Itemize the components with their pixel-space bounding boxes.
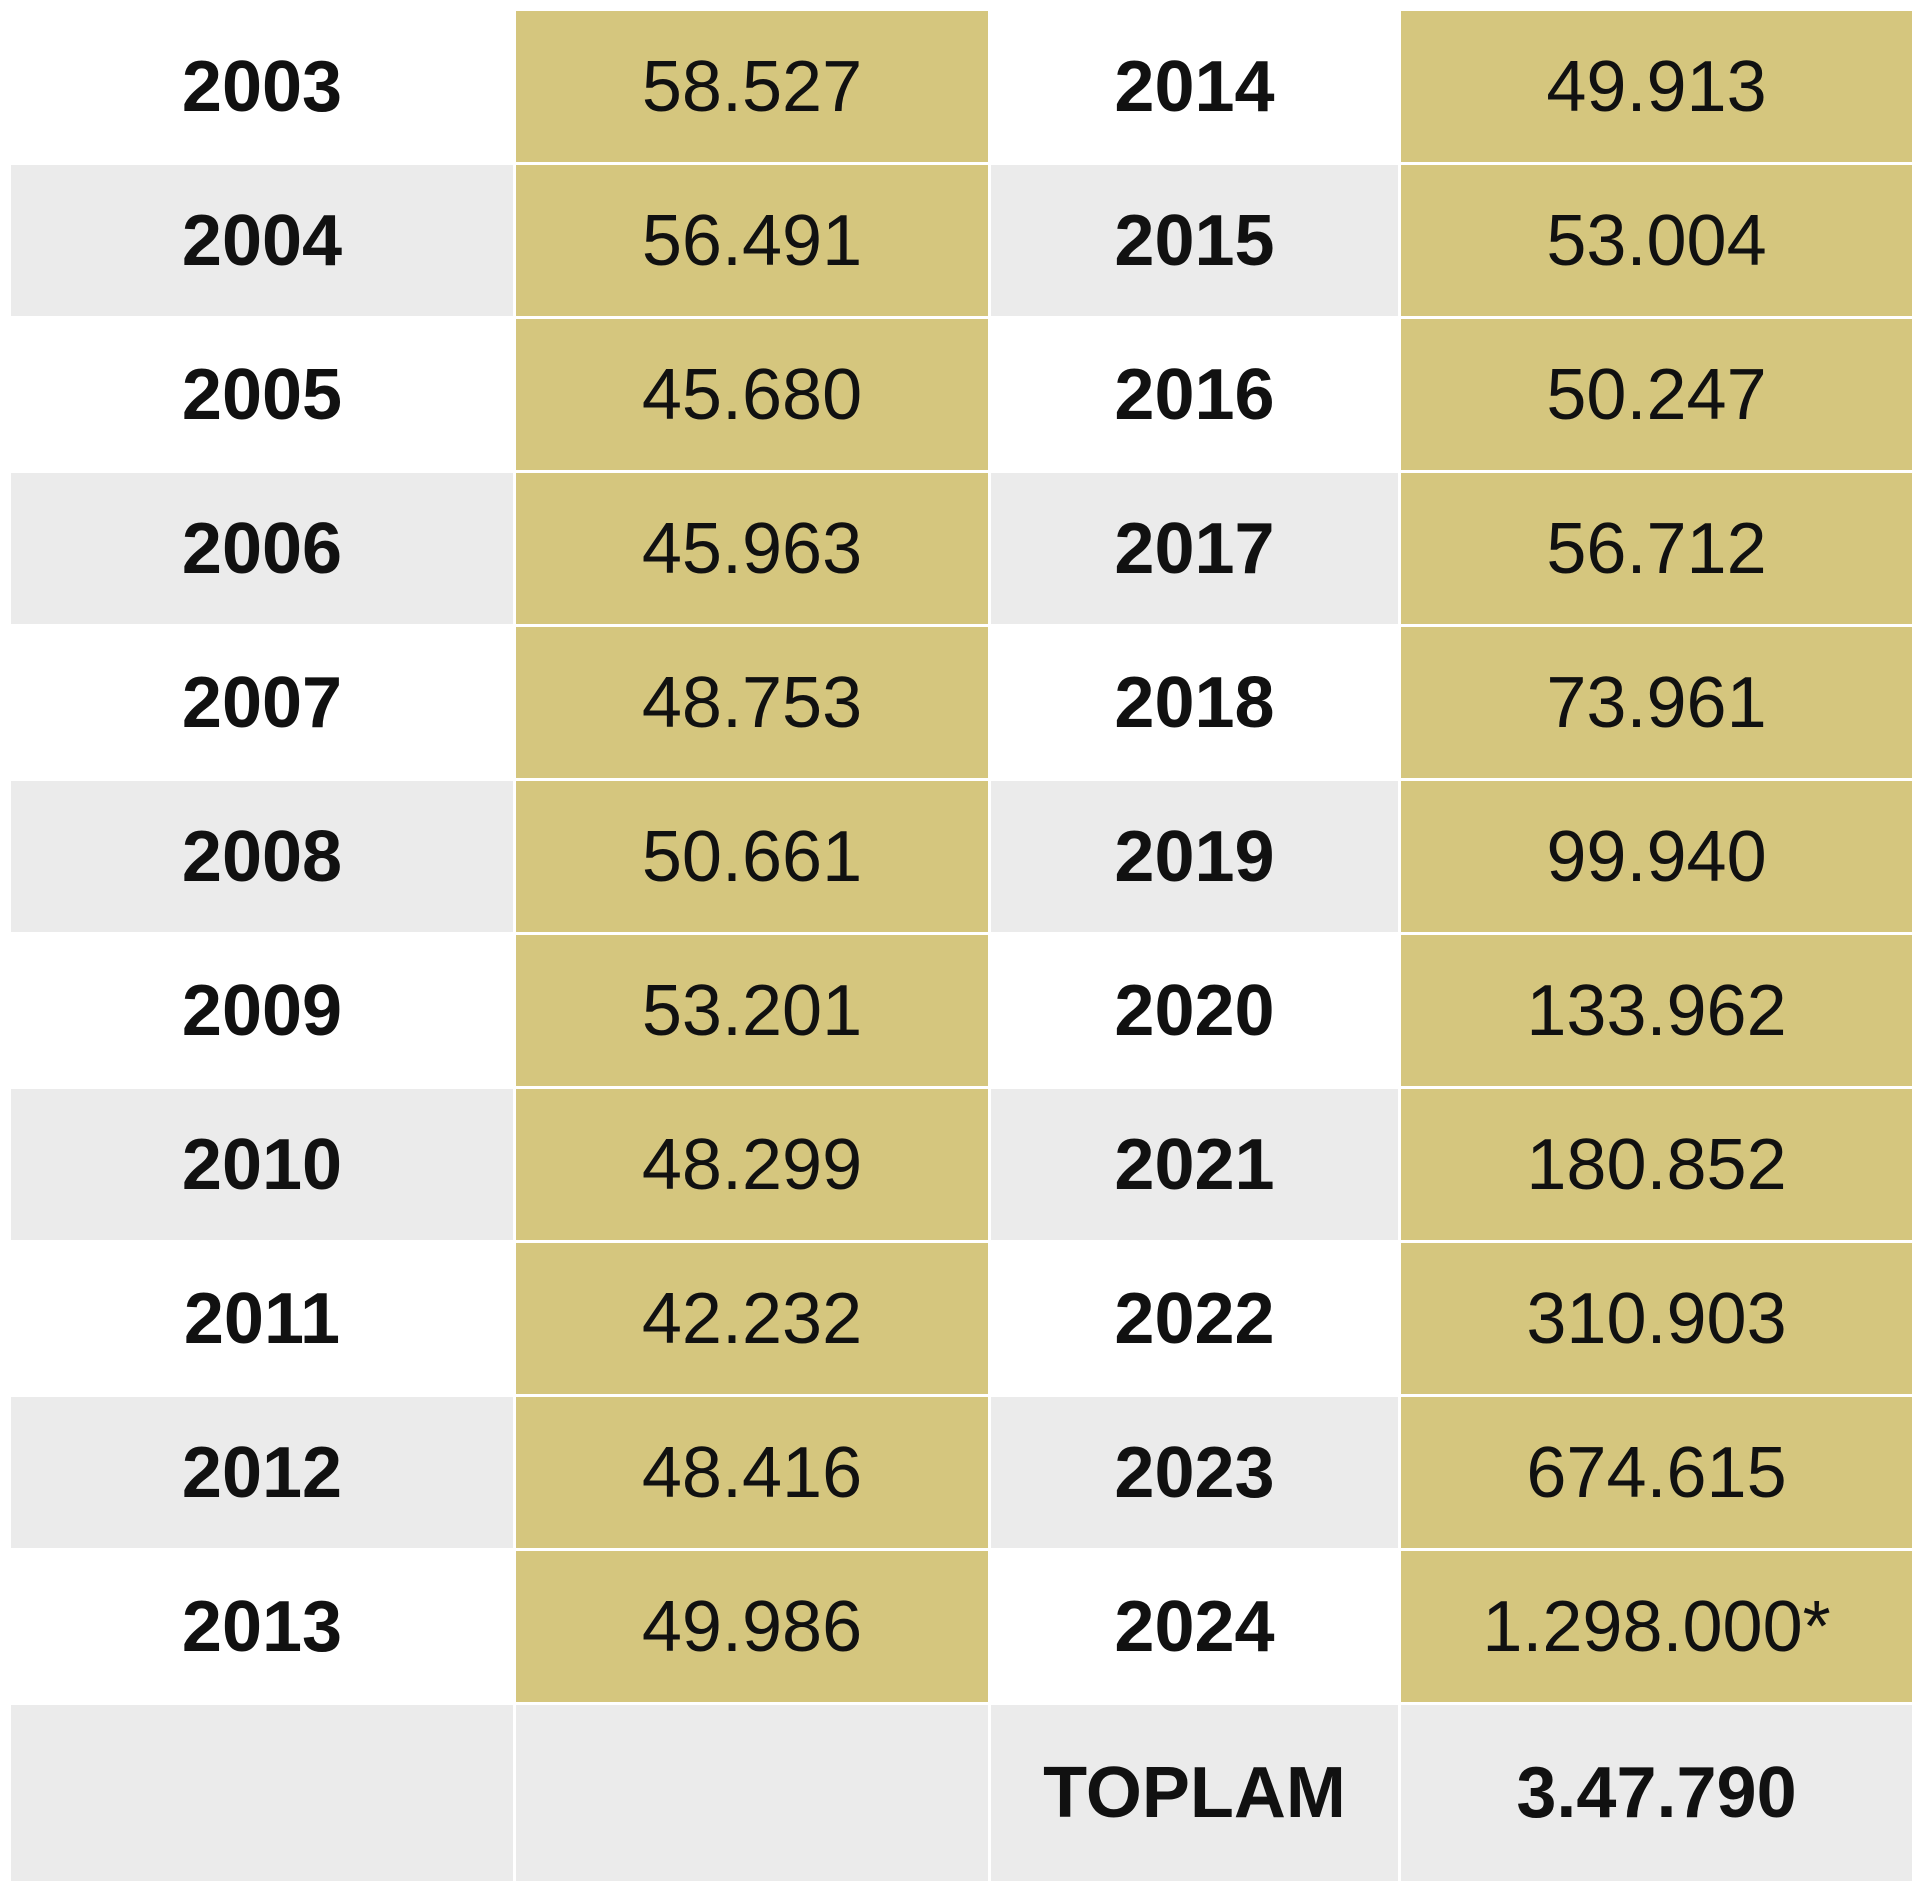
- year-cell: 2021: [988, 1086, 1401, 1243]
- total-value: 3.47.790: [1398, 1702, 1915, 1884]
- value-cell: 45.680: [513, 316, 991, 473]
- value-cell: 49.913: [1398, 8, 1915, 165]
- value-cell: 310.903: [1398, 1240, 1915, 1397]
- value-cell: 53.201: [513, 932, 991, 1089]
- value-cell: 49.986: [513, 1548, 991, 1705]
- year-cell: 2009: [8, 932, 516, 1089]
- year-cell: 2003: [8, 8, 516, 165]
- year-cell: 2015: [988, 162, 1401, 319]
- year-cell: 2011: [8, 1240, 516, 1397]
- table-row: 2006 45.963 2017 56.712: [8, 470, 1915, 627]
- year-cell: 2019: [988, 778, 1401, 935]
- year-cell: 2013: [8, 1548, 516, 1705]
- year-cell: 2023: [988, 1394, 1401, 1551]
- value-cell: 53.004: [1398, 162, 1915, 319]
- value-cell: 48.416: [513, 1394, 991, 1551]
- year-cell: 2020: [988, 932, 1401, 1089]
- year-cell: 2022: [988, 1240, 1401, 1397]
- year-cell: 2005: [8, 316, 516, 473]
- value-cell: 99.940: [1398, 778, 1915, 935]
- table-row: 2003 58.527 2014 49.913: [8, 8, 1915, 165]
- table-body: 2003 58.527 2014 49.913 2004 56.491 2015…: [8, 8, 1915, 1884]
- total-row: TOPLAM 3.47.790: [8, 1702, 1915, 1884]
- value-cell: 48.753: [513, 624, 991, 781]
- year-cell: 2024: [988, 1548, 1401, 1705]
- year-cell: 2012: [8, 1394, 516, 1551]
- empty-cell: [8, 1702, 516, 1884]
- value-cell: 50.661: [513, 778, 991, 935]
- table-row: 2004 56.491 2015 53.004: [8, 162, 1915, 319]
- value-cell: 42.232: [513, 1240, 991, 1397]
- table-row: 2009 53.201 2020 133.962: [8, 932, 1915, 1089]
- table-row: 2013 49.986 2024 1.298.000*: [8, 1548, 1915, 1705]
- value-cell: 50.247: [1398, 316, 1915, 473]
- value-cell: 73.961: [1398, 624, 1915, 781]
- total-label: TOPLAM: [988, 1702, 1401, 1884]
- yearly-values-table: 2003 58.527 2014 49.913 2004 56.491 2015…: [8, 8, 1915, 1884]
- year-cell: 2017: [988, 470, 1401, 627]
- year-cell: 2010: [8, 1086, 516, 1243]
- value-cell: 56.491: [513, 162, 991, 319]
- year-cell: 2008: [8, 778, 516, 935]
- year-cell: 2018: [988, 624, 1401, 781]
- value-cell: 58.527: [513, 8, 991, 165]
- value-cell: 56.712: [1398, 470, 1915, 627]
- empty-cell: [513, 1702, 991, 1884]
- value-cell: 1.298.000*: [1398, 1548, 1915, 1705]
- year-cell: 2006: [8, 470, 516, 627]
- value-cell: 133.962: [1398, 932, 1915, 1089]
- table-row: 2008 50.661 2019 99.940: [8, 778, 1915, 935]
- year-cell: 2004: [8, 162, 516, 319]
- table-row: 2005 45.680 2016 50.247: [8, 316, 1915, 473]
- year-cell: 2014: [988, 8, 1401, 165]
- value-cell: 48.299: [513, 1086, 991, 1243]
- table-row: 2011 42.232 2022 310.903: [8, 1240, 1915, 1397]
- table-row: 2012 48.416 2023 674.615: [8, 1394, 1915, 1551]
- value-cell: 45.963: [513, 470, 991, 627]
- table-row: 2007 48.753 2018 73.961: [8, 624, 1915, 781]
- value-cell: 180.852: [1398, 1086, 1915, 1243]
- table-row: 2010 48.299 2021 180.852: [8, 1086, 1915, 1243]
- year-cell: 2007: [8, 624, 516, 781]
- year-cell: 2016: [988, 316, 1401, 473]
- value-cell: 674.615: [1398, 1394, 1915, 1551]
